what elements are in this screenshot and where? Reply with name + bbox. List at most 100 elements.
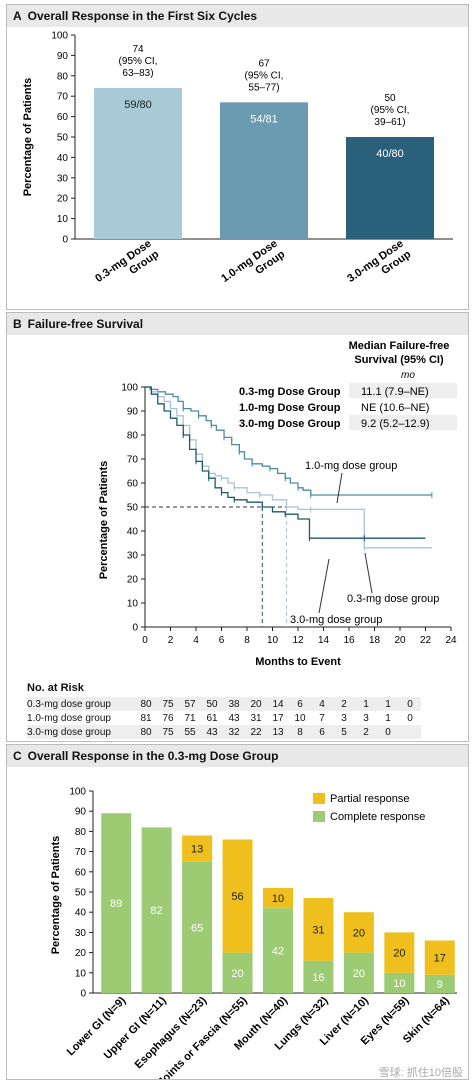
median-row-bg-3 bbox=[349, 415, 457, 430]
c-bar-complete-label: 82 bbox=[151, 905, 163, 917]
c-bar-partial-label: 20 bbox=[353, 927, 365, 939]
median-header-1: Median Failure-free bbox=[349, 340, 450, 352]
panel-a-title: Overall Response in the First Six Cycles bbox=[27, 9, 258, 23]
a-ci-label: 55–77) bbox=[248, 82, 279, 93]
c-y-tick-label: 90 bbox=[75, 807, 87, 818]
risk-cell: 10 bbox=[294, 712, 306, 724]
b-x-tick-label: 22 bbox=[420, 635, 432, 646]
risk-cell: 81 bbox=[140, 712, 152, 724]
median-unit: mo bbox=[401, 370, 415, 381]
b-x-tick-label: 2 bbox=[168, 635, 174, 646]
c-y-tick-label: 50 bbox=[75, 888, 87, 899]
c-bar-complete bbox=[141, 827, 172, 993]
risk-cell: 0 bbox=[377, 725, 399, 739]
c-bar-complete-label: 9 bbox=[437, 979, 443, 991]
c-bar-partial bbox=[222, 839, 253, 953]
b-y-tick-label: 20 bbox=[127, 575, 139, 586]
risk-row: 1.0-mg dose group 81 76 71 61 43 31 17 10 7 3 3 1 0 bbox=[27, 711, 421, 725]
risk-cell: 61 bbox=[206, 712, 218, 724]
risk-cell: 20 bbox=[245, 697, 267, 711]
risk-cell: 13 bbox=[267, 725, 289, 739]
b-x-tick-label: 18 bbox=[369, 635, 381, 646]
c-bar-partial bbox=[424, 940, 455, 975]
a-bar bbox=[94, 88, 182, 239]
risk-cell: 38 bbox=[223, 697, 245, 711]
panel-b-title-bar: B Failure-free Survival bbox=[7, 313, 468, 335]
risk-cell: 57 bbox=[179, 697, 201, 711]
chart-b: Percentage of Patients Months to Event M… bbox=[98, 340, 457, 668]
risk-cell: 75 bbox=[157, 697, 179, 711]
risk-cell: 1 bbox=[377, 697, 399, 711]
panel-c-letter: C bbox=[13, 749, 22, 763]
c-bar-complete-label: 10 bbox=[393, 978, 405, 990]
risk-cell: 2 bbox=[355, 725, 377, 739]
b-curve-leader-03 bbox=[364, 552, 373, 594]
risk-cell: 32 bbox=[223, 725, 245, 739]
b-x-tick-label: 16 bbox=[343, 635, 355, 646]
c-bar-complete bbox=[384, 972, 415, 993]
a-ci-label: 50 bbox=[384, 93, 396, 104]
c-category-label: Esophagus (N=23) bbox=[133, 994, 210, 1071]
risk-row-label: 0.3-mg dose group bbox=[27, 697, 135, 711]
c-bar-complete bbox=[343, 952, 374, 993]
legend-partial-label: Partial response bbox=[330, 793, 410, 805]
b-curve-leader-30 bbox=[318, 558, 330, 614]
b-y-tick-label: 30 bbox=[127, 551, 139, 562]
c-y-tick-label: 30 bbox=[75, 928, 87, 939]
a-y-tick-label: 40 bbox=[57, 153, 69, 164]
c-bar-complete bbox=[424, 974, 455, 993]
b-x-tick-label: 6 bbox=[219, 635, 225, 646]
panel-c-title: Overall Response in the 0.3-mg Dose Grou… bbox=[27, 749, 279, 763]
c-bar-partial-label: 31 bbox=[312, 924, 324, 936]
a-bar-label: 54/81 bbox=[250, 113, 278, 125]
c-bar-complete-label: 20 bbox=[353, 968, 365, 980]
a-bar bbox=[346, 137, 434, 239]
median-value-30: 9.2 (5.2–12.9) bbox=[361, 418, 430, 430]
a-y-tick-label: 10 bbox=[57, 214, 69, 225]
b-x-tick-label: 20 bbox=[394, 635, 406, 646]
risk-cell: 50 bbox=[201, 697, 223, 711]
panel-c: C Overall Response in the 0.3-mg Dose Gro… bbox=[6, 744, 469, 1080]
legend-complete-label: Complete response bbox=[330, 811, 425, 823]
a-y-tick-label: 60 bbox=[57, 112, 69, 123]
b-y-tick-label: 100 bbox=[121, 383, 138, 394]
c-bar-complete bbox=[263, 908, 293, 993]
c-bar-partial bbox=[182, 835, 213, 862]
b-x-tick-label: 24 bbox=[445, 635, 457, 646]
risk-cell: 1 bbox=[385, 712, 391, 724]
panel-a-title-bar: A Overall Response in the First Six Cycle… bbox=[7, 5, 468, 27]
b-curve-10 bbox=[145, 386, 432, 496]
b-x-tick-label: 8 bbox=[244, 635, 250, 646]
c-bar-partial bbox=[343, 912, 374, 953]
a-ci-label: (95% CI, bbox=[119, 56, 158, 67]
c-bar-partial-label: 13 bbox=[191, 844, 203, 856]
median-group-30: 3.0-mg Dose Group bbox=[239, 418, 341, 430]
b-y-tick-label: 60 bbox=[127, 479, 139, 490]
median-group-03: 0.3-mg Dose Group bbox=[239, 386, 341, 398]
risk-cell: 6 bbox=[289, 697, 311, 711]
a-ci-label: 67 bbox=[258, 58, 270, 69]
c-y-tick-label: 0 bbox=[80, 989, 86, 1000]
c-y-tick-label: 20 bbox=[75, 948, 87, 959]
legend-complete-swatch bbox=[313, 811, 325, 822]
risk-cell: 4 bbox=[311, 697, 333, 711]
risk-row: 0.3-mg dose group 80 75 57 50 38 20 14 6 4 2 1 1 0 bbox=[27, 697, 421, 711]
c-y-tick-label: 40 bbox=[75, 908, 87, 919]
c-bar-partial-label: 10 bbox=[272, 893, 284, 905]
b-y-tick-label: 0 bbox=[132, 623, 138, 634]
risk-cell: 0 bbox=[407, 712, 413, 724]
risk-cell: 43 bbox=[201, 725, 223, 739]
risk-cell: 22 bbox=[245, 725, 267, 739]
a-bar-label: 59/80 bbox=[124, 99, 152, 111]
c-bar-complete-label: 42 bbox=[272, 946, 284, 958]
panel-b-letter: B bbox=[13, 317, 22, 331]
risk-cell: 17 bbox=[272, 712, 284, 724]
a-y-tick-label: 20 bbox=[57, 194, 69, 205]
b-curve-leader-10 bbox=[336, 472, 343, 504]
a-y-tick-label: 30 bbox=[57, 173, 69, 184]
panel-b: B Failure-free Survival Percentage of Pat… bbox=[6, 312, 469, 742]
a-ci-label: (95% CI, bbox=[371, 105, 410, 116]
b-x-tick-label: 12 bbox=[292, 635, 304, 646]
median-row-bg-1 bbox=[349, 383, 457, 398]
